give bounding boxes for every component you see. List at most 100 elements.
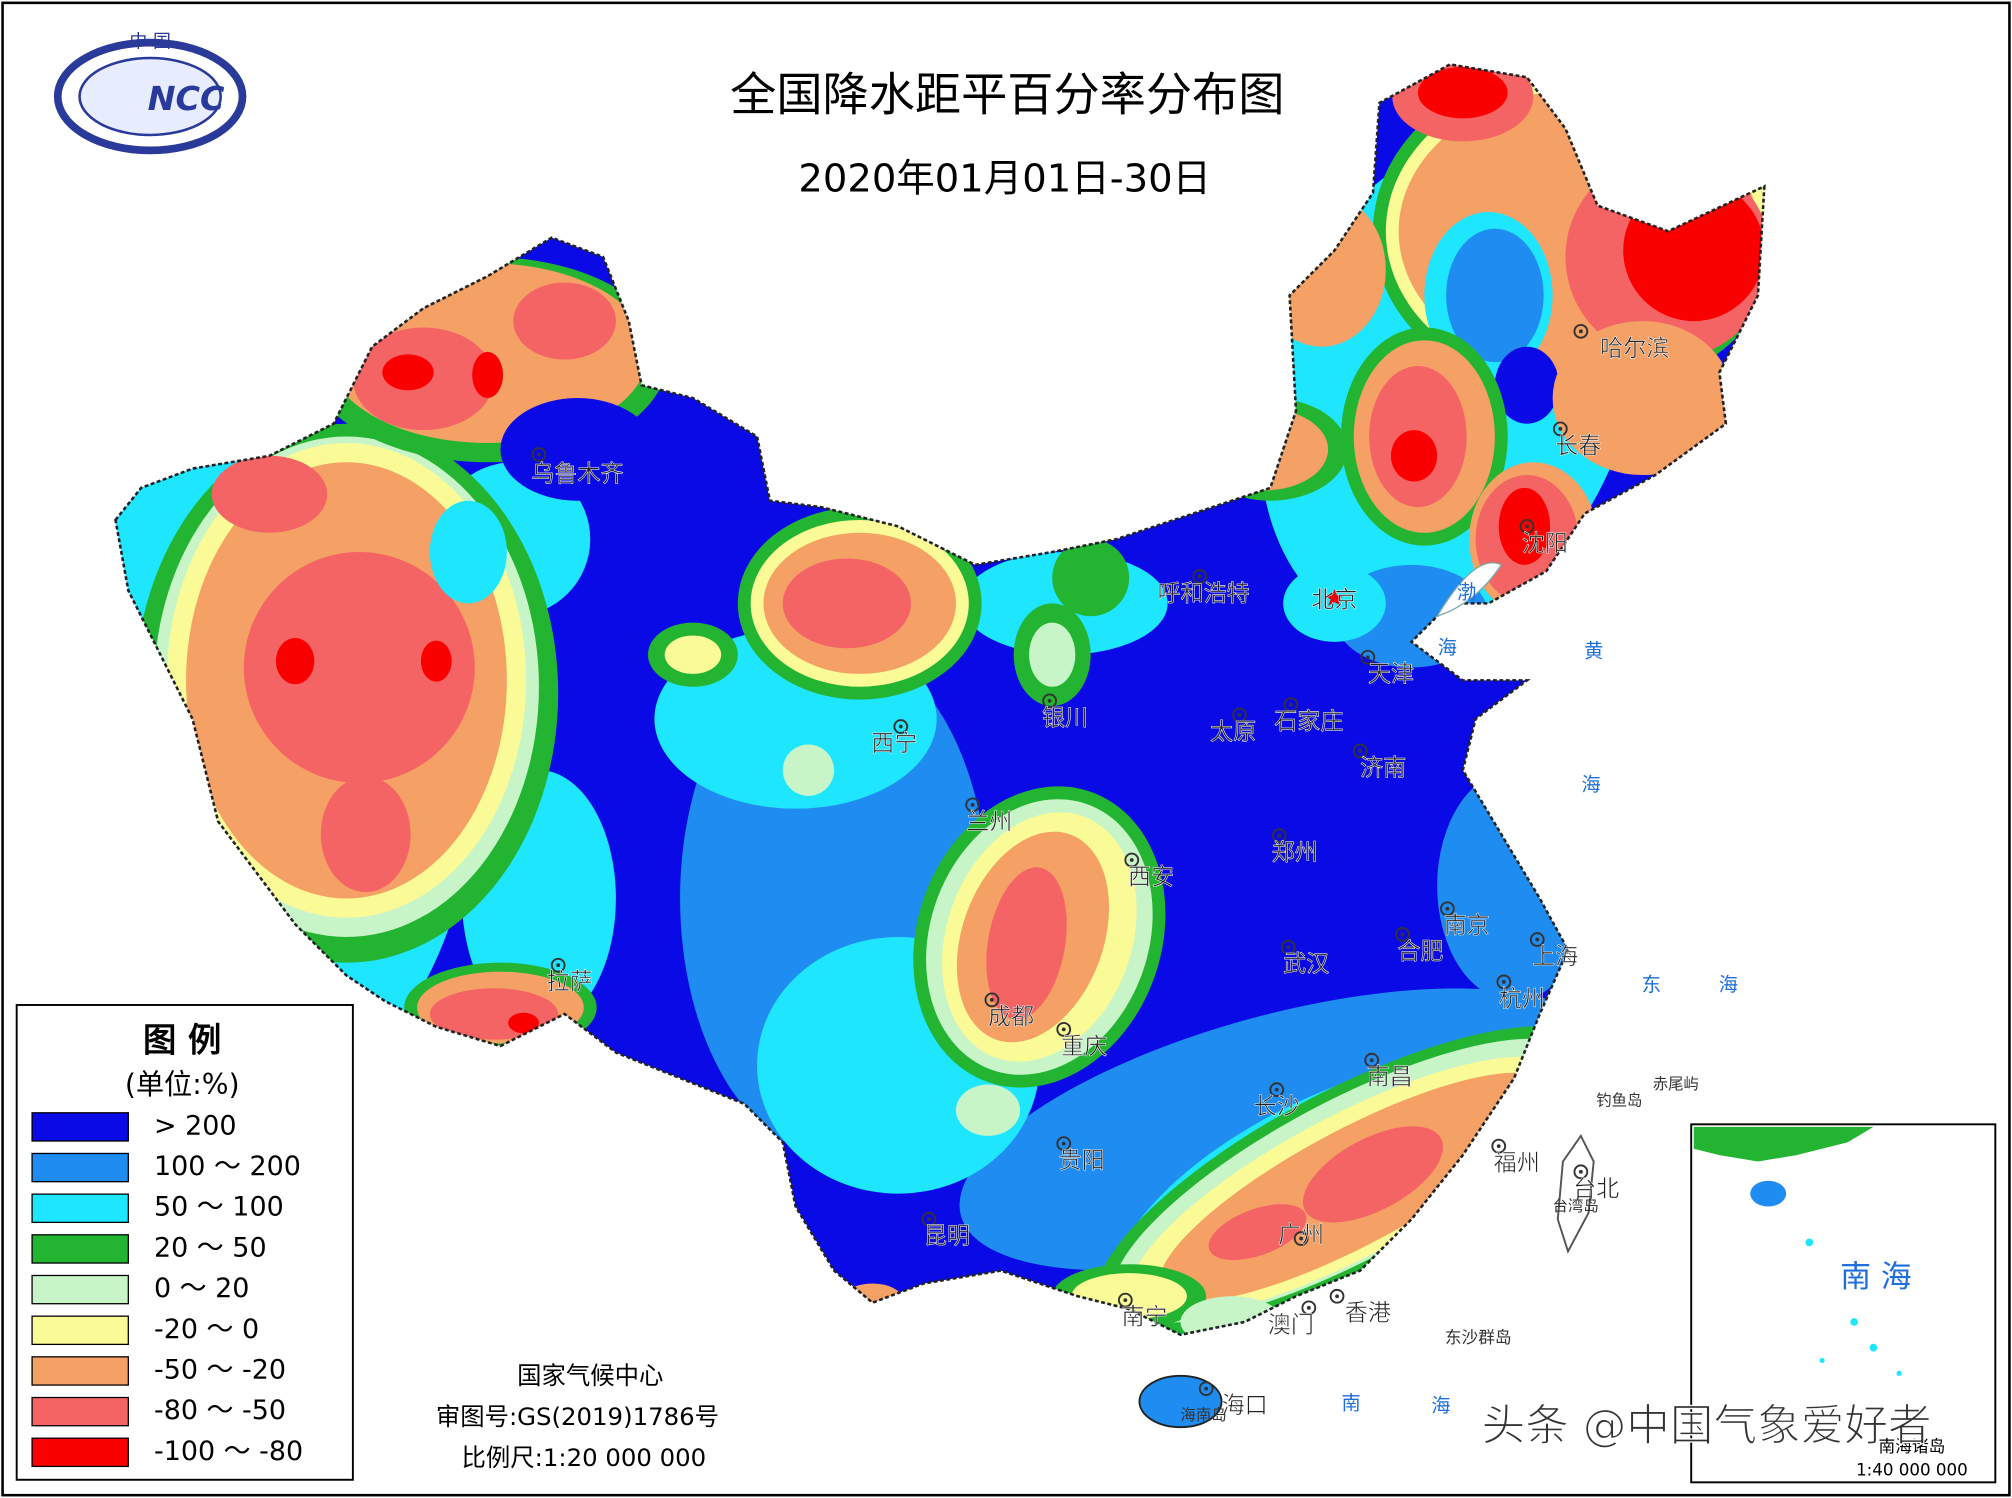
sea-label: 海 [1431, 1394, 1450, 1417]
city-label: 上海 [1532, 944, 1578, 970]
precip-region [275, 638, 315, 685]
city-marker [1529, 932, 1545, 947]
city-marker [965, 797, 981, 813]
map-scale: 比例尺:1:20 000 000 [462, 1443, 707, 1472]
city-marker [1360, 649, 1376, 665]
logo-country: 中 国 [129, 32, 171, 53]
precip-region [1446, 228, 1544, 363]
precip-region [1302, 1126, 1444, 1223]
city-marker [893, 719, 909, 734]
city-marker-dot [1237, 713, 1242, 717]
city-marker-dot [970, 802, 975, 807]
city-label: 南宁 [1121, 1305, 1167, 1331]
taiwan-island [1556, 1133, 1595, 1254]
precip-region [429, 500, 507, 604]
logo-globe [78, 56, 222, 137]
sea-label: 海 [1719, 973, 1738, 996]
city-marker-dot [1400, 932, 1405, 937]
precip-region [420, 640, 452, 682]
city-marker [1280, 939, 1296, 955]
city-marker [1573, 323, 1589, 339]
hainan-island [1138, 1374, 1223, 1429]
city-marker-dot [1558, 426, 1563, 431]
legend-unit: (单位:%) [125, 1068, 240, 1101]
city-label: 长沙 [1254, 1094, 1300, 1120]
city-marker-dot [1578, 329, 1583, 334]
legend-title: 图 例 [143, 1021, 221, 1060]
city-marker [1440, 901, 1455, 917]
city-marker [1329, 1288, 1345, 1304]
city-marker [1056, 1021, 1072, 1037]
precip-region [508, 1012, 539, 1034]
city-marker [1352, 743, 1368, 759]
city-label: 南京 [1444, 913, 1490, 939]
legend-swatch [31, 1152, 129, 1183]
city-marker-dot [1288, 702, 1293, 707]
map-subtitle: 2020年01月01日-30日 [798, 157, 1211, 202]
precip-region [986, 867, 1067, 1020]
city-marker-dot [1299, 1236, 1304, 1241]
precip-region [500, 398, 655, 501]
legend-swatch [31, 1356, 129, 1386]
city-marker-dot [1365, 655, 1370, 660]
bohai-coast [1435, 562, 1503, 618]
city-label: 贵阳 [1059, 1148, 1105, 1174]
city-marker-dot [1129, 858, 1134, 862]
city-label: 台北 [1573, 1176, 1619, 1202]
precip-region [513, 282, 616, 360]
city-marker-dot [1578, 1169, 1583, 1174]
sea-label: 南 [1342, 1392, 1361, 1415]
south-china-sea-inset: 南 海 南海诸岛 1:40 000 000 [1690, 1123, 1997, 1484]
logo-abbr: NCC [148, 79, 225, 118]
city-marker [531, 447, 547, 462]
watermark: 头条 @中国气象爱好者 [1482, 1401, 1932, 1451]
map-approval: 审图号:GS(2019)1786号 [436, 1402, 719, 1431]
precip-region [1494, 346, 1560, 424]
capital-marker [1325, 589, 1344, 606]
source-agency: 国家气候中心 [517, 1361, 663, 1390]
city-marker-dot [1501, 979, 1506, 984]
legend-label: 100 ～ 200 [154, 1151, 301, 1182]
inset-box [1690, 1123, 1997, 1484]
inset-coast [1693, 1126, 1874, 1162]
legend-swatch [31, 1315, 129, 1346]
city-marker [1491, 1138, 1507, 1154]
city-marker-dot [927, 1217, 931, 1222]
legend-label: -20 ～ 0 [154, 1314, 259, 1345]
city-marker [1056, 1136, 1072, 1151]
city-marker-dot [1525, 524, 1529, 529]
city-marker-dot [1496, 1144, 1501, 1149]
city-marker-dot [898, 724, 903, 729]
sea-label: 渤 [1457, 581, 1476, 604]
inset-islands [1805, 1238, 1902, 1376]
inset-island [1850, 1318, 1859, 1326]
inset-island [1819, 1357, 1825, 1363]
inset-title: 南 海 [1840, 1259, 1911, 1295]
legend-label: -100 ～ -80 [154, 1436, 303, 1467]
city-label: 长春 [1555, 433, 1601, 459]
city-marker [1496, 974, 1512, 990]
legend-swatch [31, 1112, 129, 1142]
inset-island [1896, 1370, 1902, 1376]
city-label: 兰州 [966, 809, 1012, 835]
sea-label: 东 [1642, 973, 1661, 996]
city-label: 银川 [1042, 705, 1088, 731]
city-marker-dot [556, 963, 561, 968]
legend-swatch [31, 1437, 129, 1468]
city-marker [550, 957, 566, 973]
city-label: 成都 [988, 1004, 1034, 1030]
city-label: 拉萨 [547, 970, 593, 996]
place-label: 钓鱼岛 [1596, 1092, 1642, 1110]
city-marker-dot [1358, 749, 1363, 753]
precip-region [382, 354, 434, 391]
city-label: 北京 [1311, 587, 1357, 613]
city-label: 西安 [1128, 864, 1174, 890]
city-marker-dot [1445, 906, 1450, 911]
city-marker-dot [1274, 1087, 1279, 1092]
city-marker-dot [1061, 1027, 1066, 1032]
city-label: 哈尔滨 [1600, 336, 1669, 362]
city-marker-dot [1123, 1298, 1128, 1303]
legend-swatch [31, 1193, 129, 1224]
